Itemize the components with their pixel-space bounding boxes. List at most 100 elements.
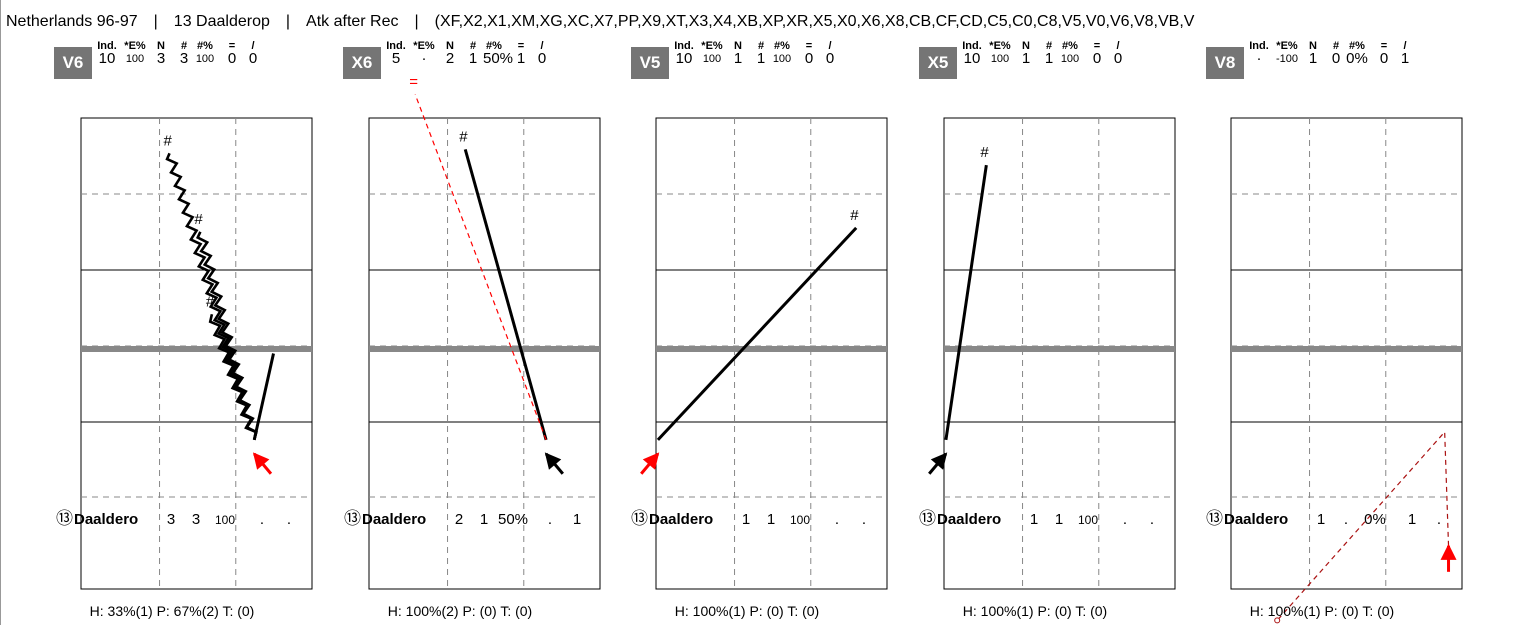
stat-header: *E%	[413, 40, 435, 52]
stat-header: #	[1332, 40, 1340, 52]
stat-header: *E%	[989, 40, 1011, 52]
stat-value: 0	[1379, 50, 1389, 67]
origin-arrow	[928, 452, 948, 475]
attack-result-label: =	[409, 73, 418, 90]
stat-col-eq: = 0	[1086, 40, 1108, 66]
stat-col-hash: #0	[1325, 40, 1347, 66]
player-number: ⑬	[919, 509, 936, 529]
stat-header: N	[1022, 40, 1030, 52]
stat-header: #	[757, 40, 765, 52]
stat-value: 1	[1021, 50, 1031, 67]
stat-value: 10	[675, 50, 693, 67]
attack-result-label: #	[206, 293, 215, 310]
stat-col-hash: #1	[462, 40, 484, 66]
attack-kill-wavy	[195, 231, 258, 441]
title-player: 13 Daalderop	[173, 13, 270, 30]
player-row-n: 1	[1030, 511, 1038, 528]
attack-code-badge: V6	[54, 47, 92, 79]
title-team: Netherlands 96-97	[6, 13, 138, 30]
stat-value: 0	[804, 50, 814, 67]
stat-header: =	[228, 40, 236, 52]
player-row-hash: 1	[767, 511, 775, 528]
stat-value: 0%	[1346, 50, 1368, 67]
net-band	[944, 346, 1175, 352]
stat-header: N	[157, 40, 165, 52]
stat-value: 100	[125, 53, 145, 65]
player-row-hash_pct: 0%	[1364, 511, 1386, 528]
stat-value: 0	[248, 50, 258, 67]
stat-col-e_pct: *E% ·	[413, 40, 435, 66]
player-name: Daaldero	[937, 511, 1001, 528]
attack-code-badge: V5	[631, 47, 669, 79]
player-row-hash: .	[1344, 511, 1348, 528]
stat-header: =	[517, 40, 525, 52]
stat-value: 10	[98, 50, 116, 67]
stat-value: 100	[1060, 53, 1080, 65]
player-name: Daaldero	[649, 511, 713, 528]
stat-header: /	[1403, 40, 1407, 52]
net-band	[656, 346, 887, 352]
stat-value: 3	[156, 50, 166, 67]
stat-header: N	[734, 40, 742, 52]
stat-header: *E%	[124, 40, 146, 52]
attack-code-badge: X6	[343, 47, 381, 79]
stat-header: /	[1116, 40, 1120, 52]
panel-footer-summary: H: 100%(1) P: (0) T: (0)	[674, 603, 820, 619]
stat-value: 5	[391, 50, 401, 67]
origin-arrow	[252, 452, 273, 475]
title-separator: |	[153, 13, 158, 30]
stat-col-ind: Ind. 10	[961, 40, 983, 66]
attack-code-badge: V8	[1206, 47, 1244, 79]
stat-col-slash: /0	[242, 40, 264, 66]
stat-value: 1	[468, 50, 478, 67]
stat-col-e_pct: *E% -100	[1276, 40, 1298, 66]
stat-header: #	[1045, 40, 1053, 52]
stat-value: 0	[1092, 50, 1102, 67]
stat-col-e_pct: *E% 100	[124, 40, 146, 66]
stat-col-ind: Ind. 10	[673, 40, 695, 66]
player-number: ⑬	[1206, 509, 1223, 529]
title-phase: Atk after Rec	[306, 13, 399, 30]
court-frame	[368, 117, 601, 590]
report-title: Netherlands 96-97 | 13 Daalderop | Atk after…	[6, 13, 1528, 31]
player-row-n: 2	[455, 511, 463, 528]
stat-col-slash: /0	[1107, 40, 1129, 66]
court-frame	[1230, 117, 1463, 590]
origin-arrow	[544, 452, 564, 475]
stat-header: #%	[1349, 40, 1365, 52]
stat-col-slash: /0	[531, 40, 553, 66]
stat-header: #%	[486, 40, 502, 52]
stat-header: =	[805, 40, 813, 52]
stat-header: =	[1093, 40, 1101, 52]
stat-header: /	[251, 40, 255, 52]
player-row-slash: 1	[573, 511, 581, 528]
stat-col-hash_pct: #% 100	[771, 40, 793, 66]
stat-header: #%	[774, 40, 790, 52]
origin-arrow	[640, 452, 660, 475]
stat-header: *E%	[1276, 40, 1298, 52]
title-separator: |	[414, 13, 419, 30]
player-row-slash: .	[287, 511, 291, 528]
attack-line	[944, 164, 988, 441]
court-frame	[655, 117, 888, 590]
stat-header: #	[469, 40, 477, 52]
attack-code-badge: X5	[919, 47, 957, 79]
attack-line	[252, 353, 275, 441]
net-band	[81, 346, 312, 352]
frame-left-border	[0, 0, 1, 625]
stat-value: 2	[445, 50, 455, 67]
stat-col-ind: Ind. ·	[1248, 40, 1270, 66]
court-frame	[943, 117, 1176, 590]
stat-header: /	[828, 40, 832, 52]
player-row-eq: .	[1123, 511, 1127, 528]
stat-header: Ind.	[1249, 40, 1269, 52]
panel-footer-summary: H: 100%(2) P: (0) T: (0)	[387, 603, 533, 619]
stat-header: Ind.	[962, 40, 982, 52]
stat-col-eq: = 0	[798, 40, 820, 66]
court-frame	[80, 117, 313, 590]
stat-value: 0	[1113, 50, 1123, 67]
stat-col-hash_pct: #% 100	[1059, 40, 1081, 66]
stat-value: 1	[1400, 50, 1410, 67]
player-row-slash: .	[1150, 511, 1154, 528]
